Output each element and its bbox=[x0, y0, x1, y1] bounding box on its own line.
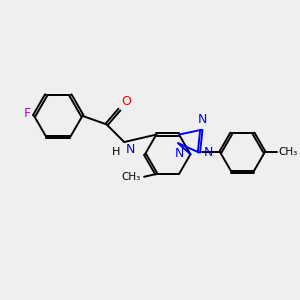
Text: F: F bbox=[23, 107, 31, 120]
Text: N: N bbox=[198, 113, 207, 126]
Text: N: N bbox=[126, 143, 135, 157]
Text: N: N bbox=[204, 146, 213, 159]
Text: O: O bbox=[122, 95, 131, 108]
Text: N: N bbox=[175, 147, 184, 160]
Text: H: H bbox=[112, 147, 120, 157]
Text: CH₃: CH₃ bbox=[279, 148, 298, 158]
Text: CH₃: CH₃ bbox=[122, 172, 141, 182]
